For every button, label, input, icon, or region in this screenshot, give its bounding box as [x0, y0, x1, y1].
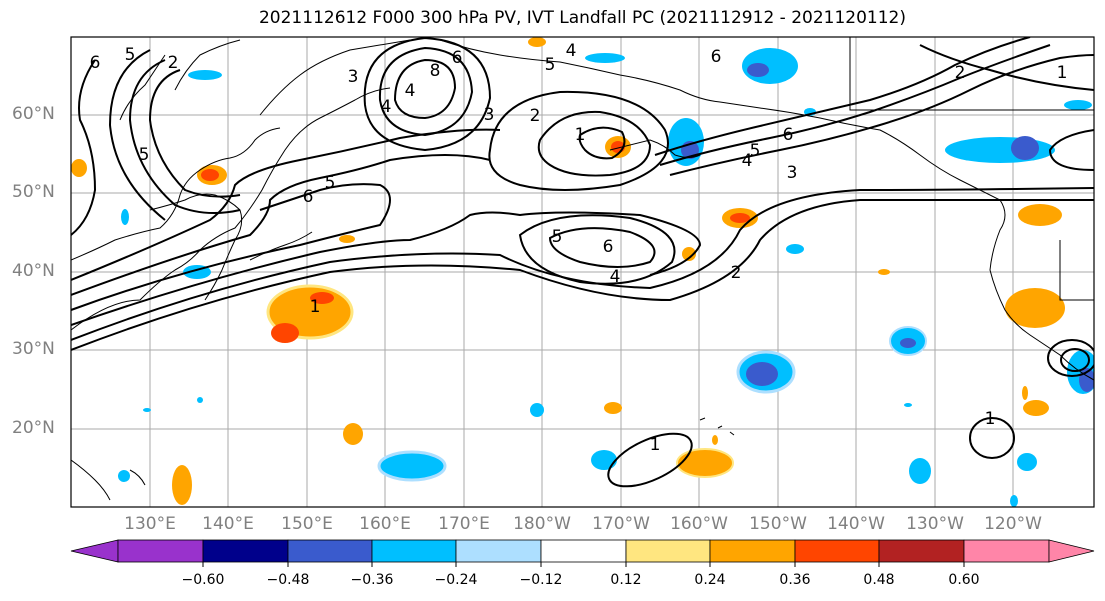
lon-label: 150°E: [281, 514, 333, 534]
contour-label: 1: [310, 297, 321, 317]
contour-label: 6: [711, 47, 722, 67]
plot-frame: [70, 36, 1095, 508]
lon-label: 130°E: [124, 514, 176, 534]
contour-label: 4: [566, 41, 577, 61]
lat-label: 40°N: [12, 261, 55, 281]
colorbar-tick-label: −0.48: [266, 572, 310, 588]
contour-label: 3: [484, 105, 495, 125]
contour-label: 5: [545, 55, 556, 75]
contour-label: 4: [742, 151, 753, 171]
lon-label: 120°W: [984, 514, 1042, 534]
contour-label: 2: [955, 63, 966, 83]
colorbar-tick-label: 0.36: [779, 572, 811, 588]
lon-label: 180°W: [513, 514, 571, 534]
contour-label: 6: [452, 48, 463, 68]
colorbar-tick-label: −0.12: [519, 572, 563, 588]
lat-label: 50°N: [12, 182, 55, 202]
contour-label: 5: [552, 227, 563, 247]
contour-label: 4: [381, 97, 392, 117]
colorbar-tick-label: −0.60: [181, 572, 225, 588]
map-title: 2021112612 F000 300 hPa PV, IVT Landfall…: [258, 8, 906, 28]
contour-label: 2: [731, 263, 742, 283]
lat-label: 20°N: [12, 418, 55, 438]
colorbar-extend-low: [70, 539, 119, 563]
pv-contours: [71, 37, 1094, 488]
lat-label: 60°N: [12, 104, 55, 124]
contour-label: 6: [603, 237, 614, 257]
contour-label: 5: [325, 173, 336, 193]
contour-label: 3: [348, 67, 359, 87]
contour-label: 5: [750, 141, 761, 161]
lon-label: 150°W: [749, 514, 807, 534]
coastlines: [71, 37, 1094, 501]
contour-label: 4: [610, 267, 621, 287]
ivt-pc-shading: [71, 37, 1094, 507]
lat-label: 30°N: [12, 339, 55, 359]
contour-labels: 5 2 6 3 4 4 5 6 8 4 3 2 1 6 5 4 6 3 2 1 …: [90, 41, 1068, 455]
colorbar-tick-label: 0.48: [863, 572, 895, 588]
contour-label: 2: [530, 106, 541, 126]
contour-label: 6: [303, 187, 314, 207]
colorbar: [70, 539, 1095, 567]
lon-label: 170°W: [592, 514, 650, 534]
colorbar-tick-label: 0.24: [694, 572, 726, 588]
lon-label: 130°W: [906, 514, 964, 534]
colorbar-tick-label: −0.36: [350, 572, 394, 588]
lon-label: 160°E: [359, 514, 411, 534]
contour-label: 1: [985, 409, 996, 429]
colorbar-tick-label: −0.24: [434, 572, 478, 588]
contour-label: 8: [430, 61, 441, 81]
lon-label: 170°E: [438, 514, 490, 534]
contour-label: 4: [405, 81, 416, 101]
lon-label: 140°E: [202, 514, 254, 534]
contour-label: 6: [783, 125, 794, 145]
lon-label: 140°W: [827, 514, 885, 534]
contour-label: 2: [168, 53, 179, 73]
contour-label: 1: [1057, 63, 1068, 83]
contour-label: 1: [650, 435, 661, 455]
contour-label: 5: [139, 145, 150, 165]
lon-label: 160°W: [670, 514, 728, 534]
colorbar-extend-high: [1048, 539, 1095, 563]
colorbar-tick-label: 0.60: [948, 572, 980, 588]
contour-label: 6: [90, 53, 101, 73]
colorbar-tick-label: 0.12: [610, 572, 642, 588]
contour-label: 3: [787, 163, 798, 183]
contour-label: 1: [575, 125, 586, 145]
contour-label: 5: [125, 45, 136, 65]
